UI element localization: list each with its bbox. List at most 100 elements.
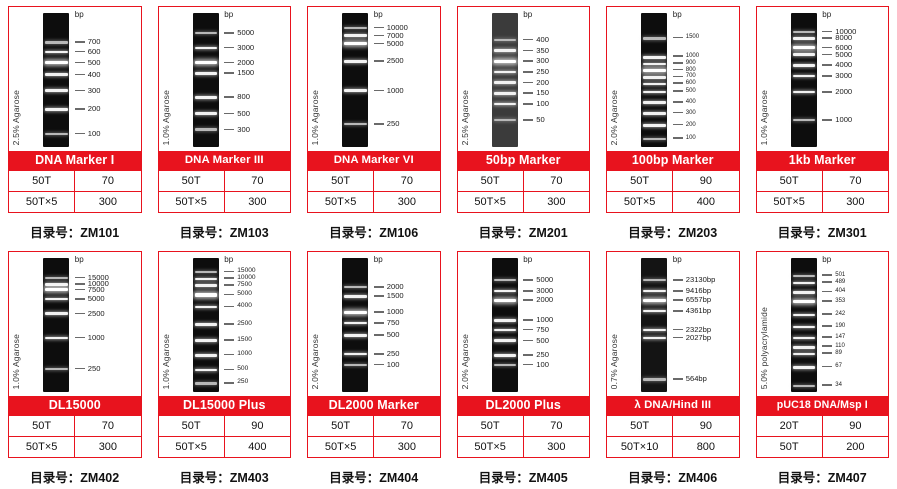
bp-axis-header: bp [822, 10, 832, 19]
gel-band [194, 112, 218, 115]
gel-lane [790, 13, 817, 147]
gel-band [344, 42, 367, 46]
bp-tick: 1500 [672, 34, 699, 40]
bp-axis-header: bp [74, 254, 84, 264]
price-cell: 70 [550, 175, 563, 187]
bp-value: 100 [536, 359, 549, 369]
catalog-number: 目录号：ZM404 [329, 470, 419, 485]
gel-band [792, 345, 816, 349]
tick-dash-icon [822, 290, 833, 293]
tick-dash-icon [373, 322, 384, 324]
spec-cell: 50T [9, 171, 76, 191]
gel-band [344, 34, 367, 38]
marker-card-zm301[interactable]: 1.0% Agarose bp 10000 8000 6000 5000 4000 3000 2… [755, 6, 889, 213]
marker-card-zm201[interactable]: 2.5% Agarose bp 400 350 300 250 200 150 100 50 50b… [456, 6, 590, 213]
gel-band [643, 101, 666, 105]
gel-band [45, 108, 68, 111]
marker-card-zm103[interactable]: 1.0% Agarose bp 5000 3000 2000 1500 800 500 300 D… [157, 6, 291, 213]
gel-band [493, 92, 517, 95]
marker-title: DL2000 Plus [457, 395, 589, 415]
marker-card-zm106[interactable]: 1.0% Agarose bp 10000 7000 5000 2500 1000 250 DN… [307, 6, 441, 213]
gel-lane [641, 257, 668, 392]
marker-title: DL15000 Plus [158, 395, 290, 415]
bp-tick: 250 [523, 351, 549, 359]
bp-tick: 6000 [822, 44, 852, 52]
tick-dash-icon [74, 108, 85, 111]
bp-tick: 250 [74, 365, 100, 373]
gel-band [643, 82, 666, 86]
bp-value: 200 [87, 104, 101, 114]
gel-band [643, 69, 666, 73]
tick-dash-icon [224, 277, 235, 280]
bp-value: 2500 [237, 319, 252, 327]
tick-dash-icon [822, 274, 833, 277]
gel-band [344, 285, 367, 289]
bp-tick: 1000 [672, 53, 699, 59]
spec-cell: 50T×5 [308, 436, 375, 457]
bp-value: 700 [87, 37, 101, 47]
marker-card-zm405[interactable]: 2.0% Agarose bp 5000 3000 2000 1000 750 500 250 1… [456, 250, 590, 458]
marker-cell: 2.0% Agarose bp 2000 1500 1000 750 500 250 100 DL… [299, 245, 449, 489]
marker-card-zm402[interactable]: 1.0% Agarose bp 15000 10000 7500 5000 2500 1000… [8, 250, 142, 458]
bp-tick: 9416bp [672, 287, 711, 295]
gel-band [643, 90, 666, 94]
spec-cell: 20T [757, 415, 823, 436]
bp-value: 23130bp [685, 275, 716, 285]
bp-tick-axis: 1500 1000 900 800 700 600 500 400 300 200 100 [672, 13, 739, 147]
marker-card-zm203[interactable]: 2.0% Agarose bp 1500 1000 900 800 700 600 500 400… [606, 6, 740, 213]
gel-image: 1.0% Agarose bp 5000 3000 2000 1500 800 500 300 [159, 7, 291, 151]
spec-cell: 50T [9, 415, 76, 436]
tick-dash-icon [373, 363, 384, 366]
spec-cell: 50T×5 [308, 192, 375, 212]
marker-card-zm406[interactable]: 0.7% Agarose bp 23130bp 9416bp 6557bp 4361bp 2… [606, 250, 740, 458]
marker-card-zm407[interactable]: 5.0% polyacrylamide bp 501 489 404 353 242 190 1… [755, 250, 889, 458]
bp-tick: 110 [822, 343, 845, 349]
bp-value: 1000 [835, 115, 853, 125]
bp-tick: 800 [224, 93, 250, 101]
tick-dash-icon [672, 328, 683, 331]
bp-value: 800 [685, 66, 696, 73]
marker-cell: 1.0% Agarose bp 10000 8000 6000 5000 4000 3000 2… [748, 0, 897, 245]
bp-value: 489 [835, 278, 846, 285]
gel-band [643, 62, 666, 66]
spec-cell: 50T [308, 415, 375, 436]
bp-tick: 1000 [523, 316, 553, 324]
gel-band [344, 363, 367, 366]
gel-band [344, 295, 367, 298]
bp-tick: 2027bp [672, 334, 711, 342]
gel-image: 1.0% Agarose bp 15000 10000 7500 5000 2500 1000… [9, 252, 141, 396]
bp-value: 100 [536, 99, 549, 109]
bp-value: 3000 [237, 42, 255, 52]
tick-dash-icon [373, 352, 384, 355]
marker-card-zm101[interactable]: 2.5% Agarose bp 700 600 500 400 300 200 100 DNA M… [8, 6, 142, 213]
tick-dash-icon [523, 38, 534, 41]
bp-value: 89 [835, 349, 842, 356]
marker-title: 1kb Marker [756, 151, 888, 170]
gel-band [493, 319, 517, 322]
bp-value: 100 [87, 128, 101, 138]
gel-lane [342, 13, 369, 147]
bp-tick: 89 [822, 350, 842, 356]
spec-cell: 50T [607, 415, 674, 436]
marker-cell: 1.0% Agarose bp 5000 3000 2000 1500 800 500 300 D… [150, 0, 300, 245]
bp-axis-header: bp [224, 10, 234, 19]
tick-dash-icon [822, 352, 833, 354]
tick-dash-icon [523, 92, 534, 94]
bp-tick: 700 [672, 73, 696, 79]
price-row: 50T×5 300 [756, 191, 888, 212]
price-row: 50T 90 [607, 414, 739, 436]
gel-band [792, 46, 816, 50]
gel-band [493, 38, 517, 41]
gel-band [792, 385, 816, 388]
bp-tick: 500 [224, 365, 248, 373]
gel-band [643, 137, 666, 141]
tick-dash-icon [373, 123, 384, 125]
bp-value: 250 [536, 350, 549, 360]
tick-dash-icon [822, 64, 833, 66]
price-row: 50T 70 [457, 414, 589, 436]
gel-lane [192, 257, 219, 392]
tick-dash-icon [224, 368, 235, 371]
bp-tick: 10000 [224, 274, 256, 282]
marker-card-zm404[interactable]: 2.0% Agarose bp 2000 1500 1000 750 500 250 100 DL… [307, 250, 441, 458]
marker-card-zm403[interactable]: 1.0% Agarose bp 15000 10000 7500 5000 4000 2500… [157, 250, 291, 458]
